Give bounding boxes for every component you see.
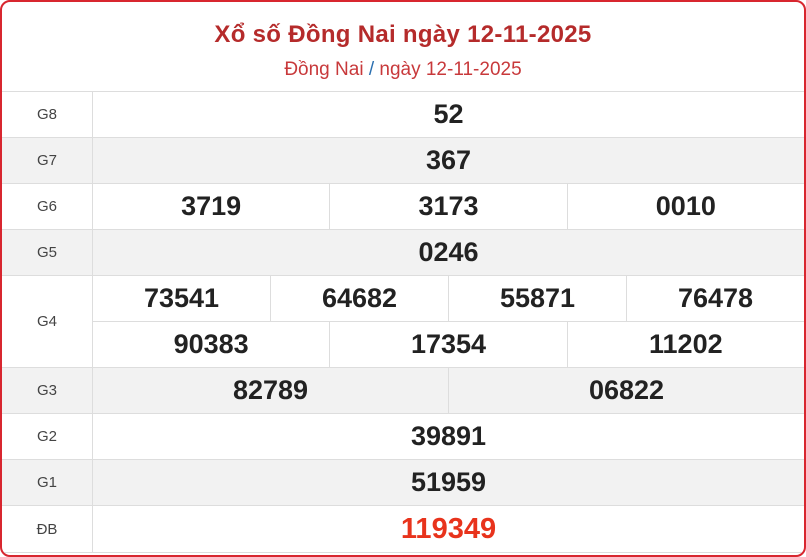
prize-number-line: 82789 06822 <box>93 368 804 413</box>
prize-row-g2: G2 39891 <box>2 414 804 460</box>
prize-number-line: 367 <box>93 138 804 183</box>
prize-number: 3173 <box>329 184 566 229</box>
prize-numbers: 82789 06822 <box>93 368 804 413</box>
special-prize-number: 119349 <box>400 512 497 545</box>
prize-table: G8 52 G7 367 G6 3719 3173 0010 G5 0246 G4 73541 6468… <box>2 92 804 553</box>
prize-number: 64682 <box>270 276 448 321</box>
prize-number: 76478 <box>626 276 804 321</box>
prize-row-g4: G4 73541 64682 55871 76478 90383 17354 11202 <box>2 276 804 368</box>
prize-number: 55871 <box>448 276 626 321</box>
prize-row-g1: G1 51959 <box>2 460 804 506</box>
breadcrumb: Đồng Nai / ngày 12-11-2025 <box>2 59 804 81</box>
prize-number: 82789 <box>232 375 309 405</box>
prize-label: ĐB <box>2 506 93 552</box>
prize-numbers: 73541 64682 55871 76478 90383 17354 11202 <box>93 276 804 367</box>
prize-label: G3 <box>2 368 93 413</box>
prize-number: 0246 <box>418 237 479 267</box>
prize-number: 0010 <box>566 184 804 229</box>
prize-label: G8 <box>2 92 93 137</box>
prize-number-line: 39891 <box>93 414 804 459</box>
prize-numbers: 39891 <box>93 414 804 459</box>
prize-number: 52 <box>433 99 464 129</box>
prize-label: G1 <box>2 460 93 505</box>
prize-number-line: 73541 64682 55871 76478 <box>93 276 804 321</box>
prize-numbers: 3719 3173 0010 <box>93 184 804 229</box>
prize-numbers: 119349 <box>93 506 804 552</box>
prize-number: 367 <box>425 145 472 175</box>
prize-row-g5: G5 0246 <box>2 230 804 276</box>
breadcrumb-province-link[interactable]: Đồng Nai <box>284 59 364 80</box>
prize-numbers: 51959 <box>93 460 804 505</box>
prize-number-line: 119349 <box>93 506 804 552</box>
prize-number: 51959 <box>410 467 487 497</box>
prize-row-g6: G6 3719 3173 0010 <box>2 184 804 230</box>
prize-number-line: 90383 17354 11202 <box>93 321 804 367</box>
page-title: Xổ số Đồng Nai ngày 12-11-2025 <box>214 21 592 48</box>
prize-row-g8: G8 52 <box>2 92 804 138</box>
prize-number-line: 51959 <box>93 460 804 505</box>
prize-row-g7: G7 367 <box>2 138 804 184</box>
prize-number: 11202 <box>566 322 804 367</box>
prize-label: G7 <box>2 138 93 183</box>
prize-number-line: 52 <box>93 92 804 137</box>
prize-number-line: 3719 3173 0010 <box>93 184 804 229</box>
breadcrumb-separator: / <box>368 59 375 80</box>
prize-number: 39891 <box>410 421 487 451</box>
prize-number: 17354 <box>329 322 566 367</box>
prize-label: G2 <box>2 414 93 459</box>
breadcrumb-date: ngày 12-11-2025 <box>379 59 522 80</box>
prize-numbers: 52 <box>93 92 804 137</box>
prize-number: 90383 <box>173 329 249 359</box>
prize-row-db: ĐB 119349 <box>2 506 804 553</box>
prize-number: 73541 <box>143 283 220 313</box>
result-header: Xổ số Đồng Nai ngày 12-11-2025 Đồng Nai … <box>2 2 804 92</box>
prize-label: G6 <box>2 184 93 229</box>
prize-numbers: 367 <box>93 138 804 183</box>
prize-label: G4 <box>2 276 93 367</box>
prize-numbers: 0246 <box>93 230 804 275</box>
prize-label: G5 <box>2 230 93 275</box>
prize-number: 3719 <box>181 191 242 221</box>
prize-number-line: 0246 <box>93 230 804 275</box>
prize-row-g3: G3 82789 06822 <box>2 368 804 414</box>
prize-number: 06822 <box>448 368 804 413</box>
